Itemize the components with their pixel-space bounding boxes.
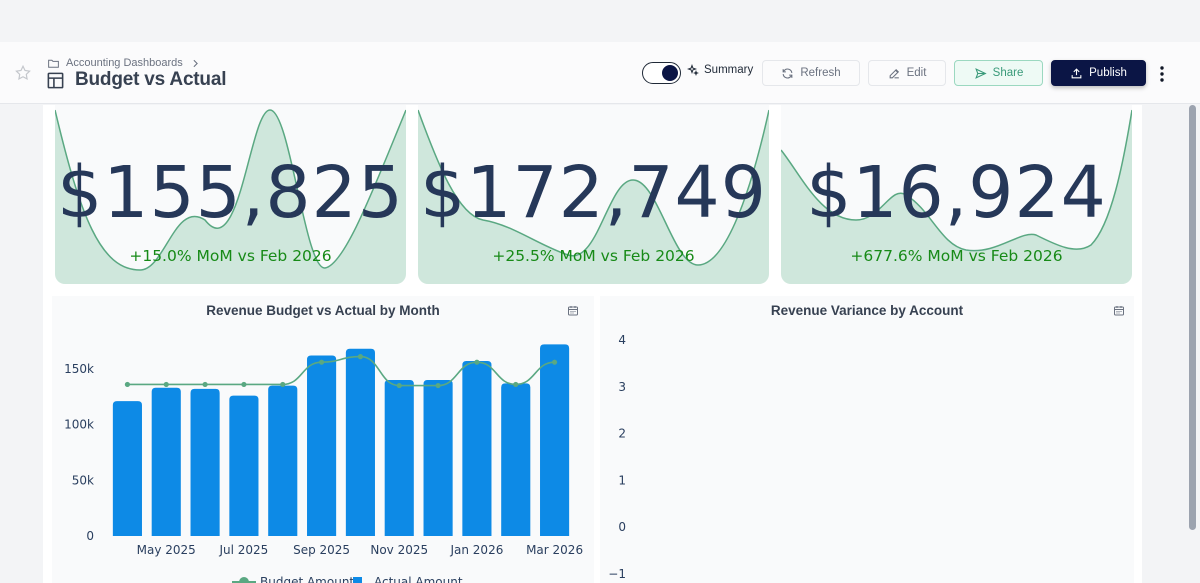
actual-bar (190, 388, 220, 536)
edit-pencil-icon (889, 68, 899, 78)
actual-bar (384, 380, 414, 536)
budget-point (435, 382, 441, 389)
kpi-value: $16,924 (806, 151, 1107, 234)
send-icon (974, 67, 987, 79)
legend-actual-label: Actual Amount (374, 575, 463, 583)
budget-point (124, 381, 131, 388)
sparkles-icon (687, 64, 699, 76)
x-tick-label: Mar 2026 (526, 543, 583, 557)
page-title: Budget vs Actual (75, 69, 227, 90)
folder-icon (48, 59, 59, 68)
summary-toggle[interactable] (642, 62, 681, 84)
calendar-icon[interactable] (1113, 304, 1125, 317)
actual-bar (112, 401, 142, 536)
y-tick-label: 100k (64, 418, 94, 432)
y-tick-label: 4 (618, 333, 626, 347)
y-tick-label: 50k (72, 473, 94, 487)
legend-budget-marker (239, 577, 249, 583)
kpi-sparkline (418, 109, 769, 284)
budget-line (127, 355, 555, 387)
share-button[interactable]: Share (954, 60, 1043, 86)
budget-point (396, 382, 402, 389)
kpi-delta: +25.5% MoM vs Feb 2026 (492, 247, 695, 265)
breadcrumb-link[interactable]: Accounting Dashboards (66, 57, 183, 69)
y-tick-label: 150k (64, 362, 94, 376)
favorite-star-icon[interactable] (14, 64, 32, 82)
budget-point (163, 381, 169, 388)
actual-bar (423, 380, 453, 536)
actual-bar (229, 395, 259, 536)
y-tick-label: 2 (618, 427, 626, 441)
browser-top-strip (0, 0, 1200, 42)
summary-label: Summary (704, 64, 754, 76)
y-tick-label: 1 (618, 473, 626, 487)
title-row: Budget vs Actual (46, 69, 226, 91)
toggle-knob (662, 65, 678, 81)
breadcrumb: Accounting Dashboards (47, 55, 202, 71)
budget-point (357, 354, 364, 360)
budget-point (318, 359, 325, 365)
share-label: Share (992, 67, 1024, 79)
kpi-card-variance: $16,924 +677.6% MoM vs Feb 2026 (781, 105, 1132, 284)
legend-budget-label: Budget Amount (260, 575, 354, 583)
actual-bar (462, 361, 492, 536)
page-scrollbar[interactable] (1189, 105, 1196, 530)
dashboard-header: Accounting Dashboards Budget vs Actual S… (0, 42, 1200, 104)
chevron-right-icon (193, 59, 198, 67)
budget-point (474, 359, 480, 365)
x-tick-label: Sep 2025 (293, 543, 350, 557)
y-tick-label: −1 (608, 567, 626, 581)
revenue-budget-chart: 0 50k 100k 150k May 2025 Jul 2025 Sep 2025 Nov … (64, 344, 583, 583)
edit-label: Edit (906, 67, 927, 79)
kpi-card-budget: $172,749 +25.5% MoM vs Feb 2026 (418, 105, 769, 284)
upload-icon (1071, 67, 1082, 78)
x-tick-label: May 2025 (137, 543, 196, 557)
budget-point (202, 381, 208, 388)
actual-bar (345, 348, 375, 536)
x-tick-label: Jan 2026 (449, 543, 503, 557)
budget-point (551, 359, 558, 365)
legend-actual-swatch (353, 577, 362, 583)
publish-label: Publish (1089, 67, 1127, 79)
chart-title: Revenue Budget vs Actual by Month (206, 303, 440, 318)
refresh-label: Refresh (800, 67, 841, 79)
kpi-value: $155,825 (57, 151, 404, 234)
more-options-icon[interactable] (1156, 64, 1168, 84)
revenue-variance-chart: −1 0 1 2 3 4 (608, 333, 626, 581)
calendar-icon[interactable] (567, 304, 579, 317)
y-tick-label: 0 (618, 520, 626, 534)
kpi-sparkline (781, 109, 1132, 284)
kpi-value: $172,749 (420, 151, 767, 234)
actual-bar (501, 383, 531, 536)
summary-label-group[interactable]: Summary (687, 64, 753, 76)
revenue-variance-chart-panel: Revenue Variance by Account −1 0 1 2 3 4 (600, 296, 1134, 583)
actual-bar (268, 385, 298, 536)
budget-point (280, 381, 286, 388)
kpi-delta: +15.0% MoM vs Feb 2026 (129, 247, 332, 265)
y-tick-label: 0 (86, 529, 94, 543)
revenue-budget-chart-panel: Revenue Budget vs Actual by Month 0 50k 10… (52, 296, 594, 583)
y-tick-label: 3 (618, 380, 626, 394)
kpi-sparkline (55, 109, 406, 284)
refresh-icon (782, 68, 793, 78)
dashboard-layout-icon (47, 72, 64, 88)
budget-point (241, 381, 247, 388)
kpi-delta: +677.6% MoM vs Feb 2026 (850, 247, 1063, 265)
actual-bar (307, 355, 337, 536)
x-tick-label: Jul 2025 (218, 543, 268, 557)
refresh-button[interactable]: Refresh (762, 60, 860, 86)
edit-button[interactable]: Edit (868, 60, 946, 86)
chart-title: Revenue Variance by Account (770, 303, 964, 318)
publish-button[interactable]: Publish (1051, 60, 1146, 86)
x-tick-label: Nov 2025 (370, 543, 428, 557)
actual-bar (540, 344, 570, 536)
kpi-card-actual: $155,825 +15.0% MoM vs Feb 2026 (55, 105, 406, 284)
actual-bar (151, 387, 181, 536)
budget-point (513, 381, 519, 388)
